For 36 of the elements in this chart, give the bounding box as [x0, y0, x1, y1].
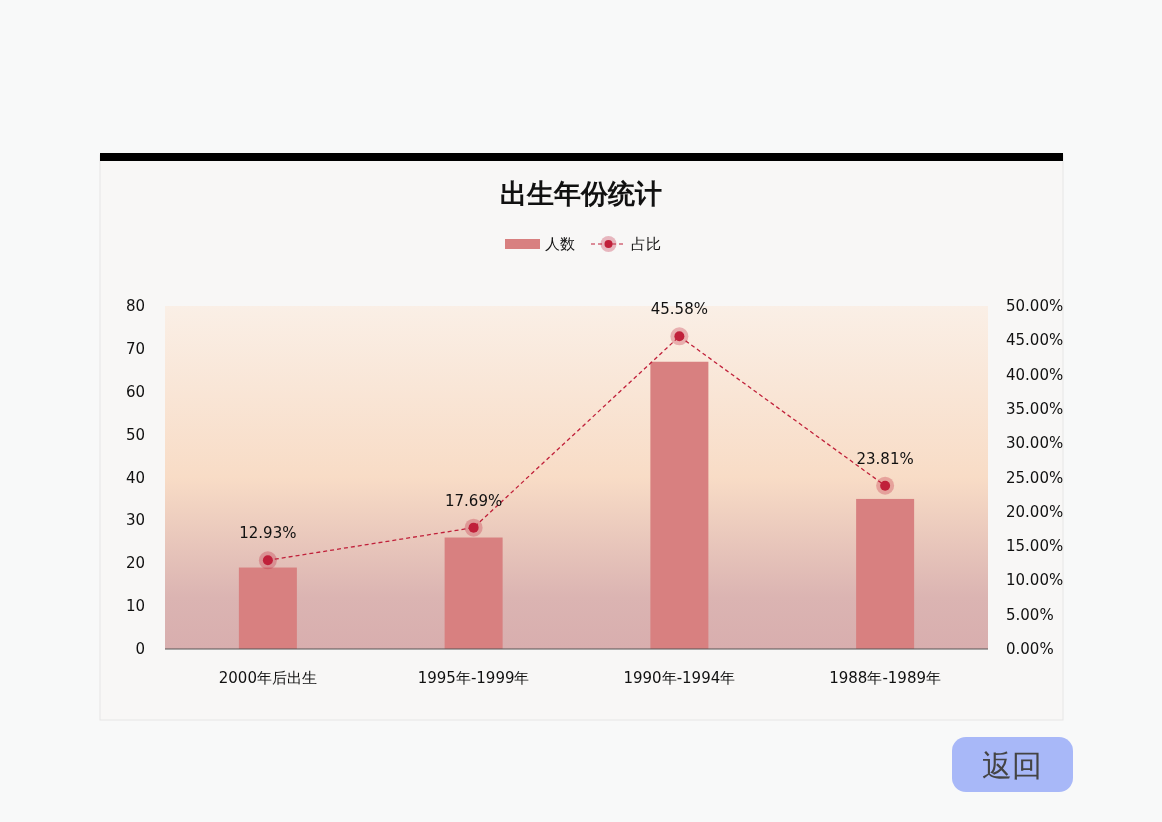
legend-label: 占比 [631, 235, 661, 253]
y2-tick-label: 45.00% [1006, 331, 1064, 350]
y2-tick-label: 0.00% [1006, 640, 1054, 658]
y-tick-label: 50 [125, 425, 145, 444]
y-tick-label: 10 [125, 597, 145, 616]
y2-tick-label: 50.00% [1006, 297, 1064, 315]
y2-tick-label: 20.00% [1006, 502, 1064, 521]
x-tick-label: 2000年后出生 [218, 669, 317, 687]
legend-label: 人数 [545, 235, 575, 253]
y2-tick-label: 40.00% [1006, 365, 1064, 384]
x-tick-label: 1990年-1994年 [623, 669, 736, 687]
x-tick-label: 1988年-1989年 [829, 669, 942, 687]
y2-tick-label: 25.00% [1006, 468, 1064, 487]
x-tick-label: 1995年-1999年 [417, 669, 530, 687]
y2-tick-label: 30.00% [1006, 434, 1064, 453]
y2-tick-label: 35.00% [1006, 399, 1064, 418]
y-tick-label: 30 [125, 511, 145, 530]
y-tick-label: 40 [125, 468, 145, 487]
y-tick-label: 0 [135, 640, 145, 658]
y-tick-label: 70 [125, 339, 145, 358]
data-label: 23.81% [856, 449, 914, 468]
text: 返回 [982, 747, 1042, 783]
data-label: 45.58% [650, 300, 708, 319]
y-tick-label: 80 [125, 297, 145, 315]
y-tick-label: 20 [125, 554, 145, 573]
y-tick-label: 60 [125, 382, 145, 401]
data-label: 12.93% [239, 524, 297, 543]
y2-tick-label: 5.00% [1006, 605, 1054, 624]
chart-title: 出生年份统计 [500, 177, 662, 209]
point [258, 551, 277, 570]
y2-tick-label: 15.00% [1006, 537, 1064, 556]
point [670, 327, 689, 346]
point [464, 518, 483, 537]
point [876, 476, 895, 495]
data-label: 17.69% [445, 491, 503, 510]
y2-tick-label: 10.00% [1006, 571, 1064, 590]
